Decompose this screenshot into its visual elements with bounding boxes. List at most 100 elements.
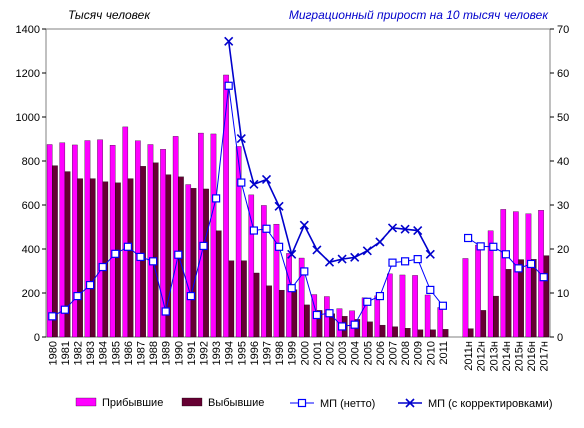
- point-net-2001: [312, 310, 321, 320]
- x-tick-label-1983: 1983: [85, 341, 97, 365]
- point-adjusted-2008: [400, 224, 410, 234]
- x-tick-label-2000: 2000: [299, 341, 311, 365]
- left-tick-label-0: 0: [34, 332, 40, 344]
- x-tick-label-1986: 1986: [123, 341, 135, 365]
- point-adjusted-2008-b: [400, 224, 410, 234]
- right-tick-label-70: 70: [557, 24, 569, 36]
- x-tick-label-1981: 1981: [60, 341, 72, 365]
- bar-departures-1989: [165, 174, 172, 338]
- point-net-1981: [60, 305, 70, 314]
- bar-departures-1991: [190, 188, 197, 338]
- bar-arrivals-1993: [210, 133, 217, 338]
- legend-label-3: МП (с корректировками): [428, 398, 553, 410]
- x-tick-label-1999: 1999: [287, 341, 299, 365]
- bar-departures-1983: [89, 178, 96, 338]
- right-tick-label-60: 60: [557, 68, 569, 80]
- bar-arrivals-2013н: [487, 230, 494, 338]
- bar-arrivals-1987: [135, 140, 141, 338]
- point-net-2004: [350, 320, 359, 329]
- point-net-2011н: [464, 233, 473, 243]
- point-adjusted-1998-b: [274, 201, 284, 211]
- bar-departures-2016н: [530, 259, 537, 338]
- point-net-1984: [98, 262, 107, 272]
- legend-item-0: Прибывшие: [75, 397, 163, 409]
- x-tick-label-1997: 1997: [262, 341, 274, 365]
- line-adjusted-segment-0: [227, 41, 432, 264]
- legend-swatch-1: [181, 397, 203, 407]
- bar-arrivals-2016н: [525, 213, 532, 338]
- axis-frame: [45, 28, 551, 338]
- bar-departures-2007: [392, 326, 398, 338]
- bar-departures-1995: [241, 260, 247, 338]
- right-tick-label-40: 40: [557, 156, 569, 168]
- point-adjusted-2002-b: [324, 257, 335, 267]
- left-tick-label-400: 400: [22, 244, 40, 256]
- left-tick-label-1000: 1000: [16, 112, 40, 124]
- x-tick-label-2014н: 2014н: [501, 341, 513, 372]
- x-tick-label-1985: 1985: [110, 341, 122, 365]
- bar-departures-2005: [367, 321, 373, 338]
- point-net-1998: [275, 242, 284, 251]
- bar-arrivals-2015н: [513, 211, 519, 338]
- point-adjusted-1996-b: [249, 179, 259, 189]
- point-net-1983: [85, 280, 95, 290]
- point-adjusted-1998: [274, 201, 284, 211]
- bar-arrivals-1996: [248, 194, 255, 338]
- legend-item-3: МП (с корректировками): [398, 398, 553, 410]
- lines-group: [48, 36, 548, 331]
- bar-departures-1982: [77, 178, 83, 338]
- point-adjusted-1999-b: [287, 249, 297, 259]
- point-net-1996: [249, 226, 258, 235]
- x-tick-label-1998: 1998: [274, 341, 286, 365]
- bar-departures-2009: [417, 329, 424, 338]
- point-adjusted-2005: [362, 246, 372, 256]
- x-tick-label-2002: 2002: [325, 341, 337, 365]
- point-net-1980: [48, 312, 57, 321]
- bar-arrivals-1992: [198, 132, 204, 338]
- bar-arrivals-1995: [235, 146, 242, 338]
- legend-swatch-0: [75, 397, 97, 407]
- point-adjusted-2002: [324, 257, 335, 267]
- point-net-1985: [111, 249, 120, 258]
- right-tick-label-20: 20: [557, 244, 569, 256]
- x-tick-label-2005: 2005: [362, 341, 374, 365]
- x-tick-label-2009: 2009: [413, 341, 425, 365]
- point-net-1994: [224, 81, 233, 90]
- x-tick-label-2017н: 2017н: [539, 341, 551, 372]
- point-net-2013н: [489, 242, 498, 251]
- right-tick-label-30: 30: [557, 200, 569, 212]
- bar-arrivals-1998: [273, 223, 280, 338]
- x-tick-label-1991: 1991: [186, 341, 198, 365]
- bar-departures-2017н: [543, 255, 550, 338]
- point-net-1990: [174, 250, 183, 259]
- point-adjusted-1997-b: [261, 174, 272, 185]
- bar-arrivals-2006: [374, 295, 381, 338]
- point-net-2002: [325, 309, 334, 318]
- bar-departures-1986: [127, 178, 134, 338]
- bar-arrivals-1988: [147, 144, 154, 338]
- bar-arrivals-2000: [298, 257, 305, 338]
- legend-label-0: Прибывшие: [102, 397, 163, 409]
- point-adjusted-2006: [375, 237, 385, 247]
- point-net-1997: [262, 224, 271, 233]
- point-adjusted-2000: [299, 220, 309, 230]
- point-net-2009: [413, 255, 422, 264]
- point-net-2016н: [526, 259, 536, 269]
- bar-departures-2013н: [493, 295, 499, 338]
- point-adjusted-2007-b: [387, 223, 398, 233]
- bar-arrivals-2007: [387, 273, 393, 338]
- x-tick-label-2016н: 2016н: [526, 341, 538, 372]
- point-adjusted-1994-b: [224, 36, 234, 46]
- point-net-2017н: [539, 273, 548, 282]
- legend-label-2: МП (нетто): [320, 398, 375, 410]
- bar-arrivals-1997: [261, 205, 267, 338]
- bar-arrivals-2011: [437, 307, 444, 338]
- point-net-2006: [375, 291, 384, 301]
- point-net-1987: [136, 252, 145, 262]
- left-axis-title: Тысяч человек: [68, 8, 151, 22]
- bar-departures-2011: [442, 329, 449, 338]
- x-tick-label-2006: 2006: [375, 341, 387, 365]
- point-adjusted-1999: [287, 249, 297, 259]
- bar-arrivals-2008: [399, 274, 406, 338]
